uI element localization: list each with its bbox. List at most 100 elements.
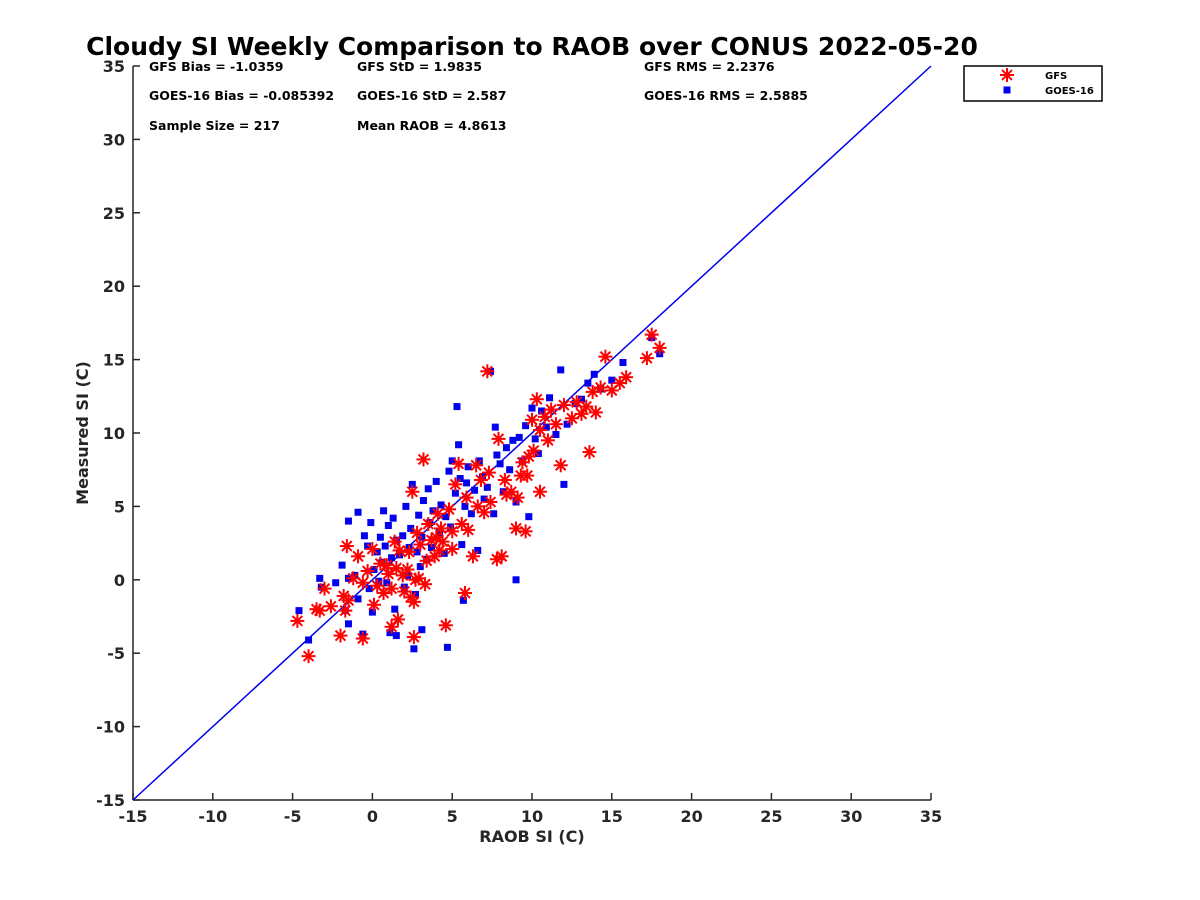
- goes16-point: [464, 463, 472, 471]
- gfs-point: [434, 521, 449, 536]
- gfs-point: [480, 364, 495, 379]
- goes16-point: [534, 450, 542, 458]
- gfs-point: [435, 534, 450, 549]
- y-tick-label: 35: [103, 57, 125, 76]
- gfs-point: [346, 571, 361, 586]
- gfs-point: [579, 399, 594, 414]
- gfs-point: [416, 452, 431, 467]
- gfs-point: [341, 593, 356, 608]
- gfs-point: [397, 584, 412, 599]
- gfs-point: [290, 613, 305, 628]
- y-tick-label: 20: [103, 277, 125, 296]
- goes16-point: [386, 629, 394, 637]
- gfs-point: [529, 392, 544, 407]
- goes16-point: [367, 519, 375, 527]
- goes16-point: [443, 643, 451, 651]
- gfs-point: [312, 603, 327, 618]
- goes16-point: [512, 498, 520, 506]
- goes16-point: [368, 608, 376, 616]
- goes16-point: [370, 566, 378, 574]
- gfs-point: [520, 468, 535, 483]
- chart-title: Cloudy SI Weekly Comparison to RAOB over…: [86, 32, 978, 61]
- goes16-point: [474, 546, 482, 554]
- goes16-point: [480, 495, 488, 503]
- goes16-point: [380, 507, 388, 515]
- legend-box: [963, 65, 1103, 102]
- goes16-point: [295, 607, 303, 615]
- x-tick-label: 15: [601, 807, 623, 826]
- gfs-point: [639, 351, 654, 366]
- gfs-point: [405, 484, 420, 499]
- gfs-point: [509, 521, 524, 536]
- gfs-point: [473, 472, 488, 487]
- goes16-point: [408, 480, 416, 488]
- gfs-point: [457, 586, 472, 601]
- legend-goes16-label: GOES-16: [1045, 86, 1094, 97]
- gfs-point: [366, 597, 381, 612]
- gfs-point: [619, 370, 634, 385]
- y-axis-label: Measured SI (C): [73, 361, 92, 505]
- gfs-point: [465, 549, 480, 564]
- x-tick-label: 20: [680, 807, 702, 826]
- stat-goes-rms: GOES-16 RMS = 2.5885: [644, 88, 808, 103]
- goes16-point: [447, 523, 455, 531]
- goes16-point: [418, 626, 426, 634]
- goes16-point: [491, 423, 499, 431]
- goes16-point: [415, 511, 423, 519]
- gfs-point: [451, 456, 466, 471]
- goes16-point: [440, 549, 448, 557]
- gfs-point: [525, 412, 539, 427]
- gfs-point: [410, 525, 425, 540]
- gfs-point: [338, 603, 353, 618]
- gfs-point: [400, 562, 415, 577]
- goes16-point: [316, 574, 324, 582]
- goes16-point: [525, 513, 533, 521]
- goes16-point: [608, 376, 616, 384]
- goes16-point: [512, 576, 520, 584]
- gfs-point: [518, 524, 533, 539]
- gfs-point: [365, 541, 380, 556]
- gfs-point: [351, 549, 366, 564]
- y-tick-label: 30: [103, 130, 125, 149]
- stat-mean-raob: Mean RAOB = 4.8613: [357, 118, 506, 133]
- goes16-point: [451, 489, 459, 497]
- goes16-point: [391, 605, 399, 613]
- goes16-point: [619, 359, 627, 367]
- y-tick-label: -15: [96, 791, 125, 810]
- goes16-series: [295, 334, 664, 653]
- gfs-point: [301, 649, 316, 664]
- x-tick-label: -5: [284, 807, 302, 826]
- x-tick-label: 0: [367, 807, 378, 826]
- goes16-point: [354, 508, 362, 516]
- goes16-point: [458, 541, 466, 549]
- gfs-point: [421, 517, 436, 532]
- gfs-point: [491, 431, 506, 446]
- goes16-point: [445, 467, 453, 475]
- goes16-point: [577, 395, 585, 403]
- gfs-point: [477, 505, 492, 520]
- gfs-point: [526, 443, 541, 458]
- gfs-point: [333, 628, 348, 643]
- goes16-point: [456, 475, 464, 483]
- goes16-point: [542, 423, 550, 431]
- goes16-point: [388, 554, 396, 562]
- gfs-point: [574, 406, 589, 421]
- gfs-point: [438, 618, 453, 633]
- tick-labels: -15 -10 -5 0 5 10 15 20 25 30 35 -15 -10 -5 0 5 10 15 20 25…: [96, 57, 942, 826]
- gfs-point: [459, 490, 474, 505]
- goes16-point: [493, 451, 501, 459]
- goes16-point: [354, 595, 362, 603]
- gfs-point: [544, 402, 559, 417]
- gfs-point: [323, 599, 338, 614]
- x-tick-label: -15: [119, 807, 148, 826]
- goes16-point: [365, 585, 373, 593]
- gfs-series: [290, 327, 667, 664]
- goes16-point: [471, 486, 479, 494]
- gfs-point: [532, 484, 547, 499]
- gfs-point: [445, 541, 460, 556]
- gfs-point: [481, 465, 496, 480]
- gfs-point: [461, 522, 476, 537]
- gfs-point: [406, 630, 421, 645]
- goes16-point: [305, 636, 313, 644]
